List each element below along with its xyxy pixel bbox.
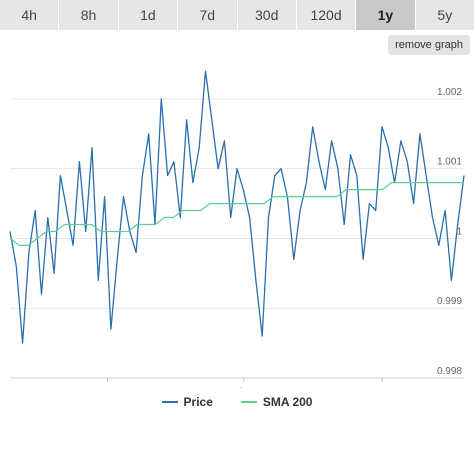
- y-tick-label: 0.998: [437, 366, 462, 377]
- x-tick-label: Apr '25: [92, 387, 124, 388]
- legend-label-sma: SMA 200: [262, 395, 313, 409]
- tab-30d[interactable]: 30d: [237, 0, 297, 30]
- timeframe-tabs: 4h 8h 1d 7d 30d 120d 1y 5y: [0, 0, 474, 30]
- chart-legend: Price SMA 200: [0, 392, 474, 412]
- price-legend-swatch: [161, 401, 178, 403]
- y-tick-label: 1.002: [437, 87, 462, 98]
- x-tick-label: Oct '25: [367, 387, 399, 388]
- tab-1d[interactable]: 1d: [118, 0, 179, 30]
- legend-item-price[interactable]: Price: [161, 395, 213, 409]
- legend-item-sma[interactable]: SMA 200: [240, 395, 313, 409]
- remove-graph-button[interactable]: remove graph: [388, 35, 470, 55]
- x-tick-label: Jul '25: [230, 387, 259, 388]
- legend-label-price: Price: [183, 395, 213, 409]
- y-tick-label: 0.999: [437, 296, 462, 307]
- tab-8h[interactable]: 8h: [59, 0, 119, 30]
- tab-7d[interactable]: 7d: [178, 0, 238, 30]
- price-chart: 0.998 0.999 1 1.001 1.002 Apr '25 Jul '25 Oct '…: [9, 70, 465, 388]
- tab-5y[interactable]: 5y: [415, 0, 474, 30]
- tab-120d[interactable]: 120d: [296, 0, 357, 30]
- price-series-line: [9, 70, 465, 344]
- tab-4h[interactable]: 4h: [0, 0, 60, 30]
- tab-1y[interactable]: 1y: [356, 0, 416, 30]
- y-tick-label: 1: [456, 226, 462, 237]
- y-tick-label: 1.001: [437, 157, 462, 168]
- sma-legend-swatch: [240, 401, 257, 403]
- sma-series-line: [9, 181, 464, 246]
